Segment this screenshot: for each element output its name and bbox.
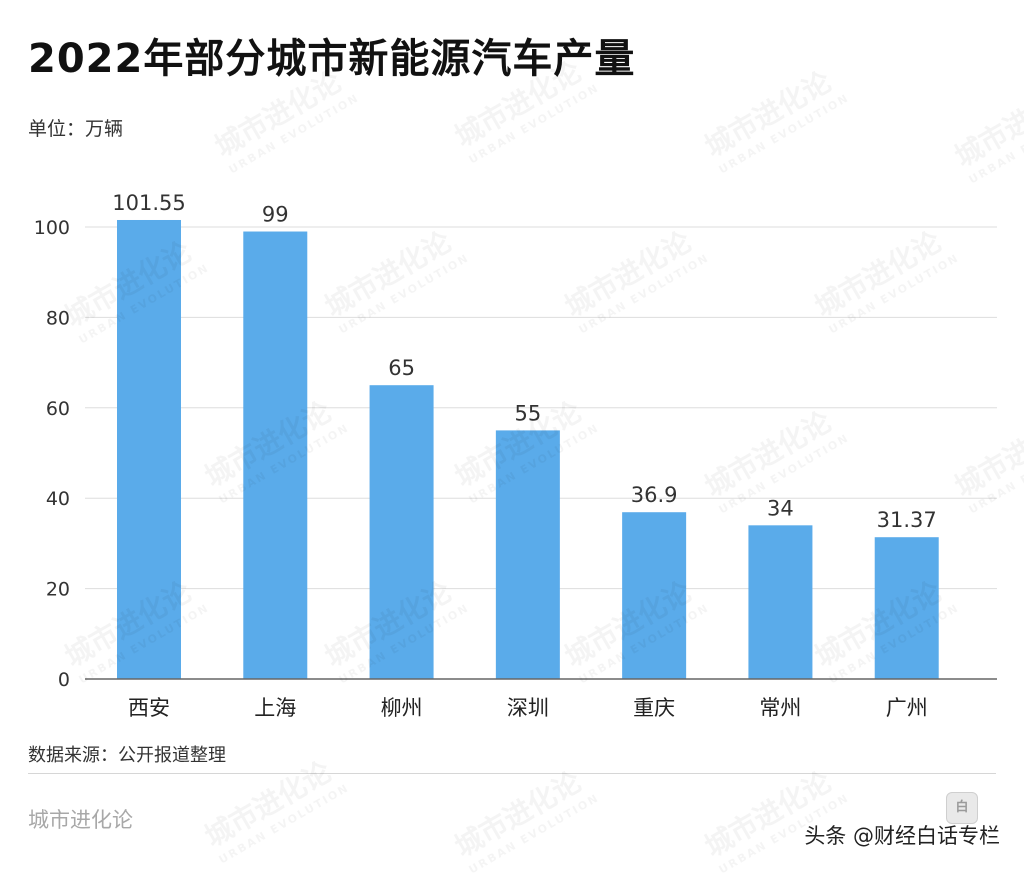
bar-value-label: 34 [767, 496, 794, 520]
bar-chart: 0 20 40 60 80 100 101.55 西安 99 上海 65 柳州 55 深圳 36.9 重庆 34… [34, 191, 997, 720]
bar [874, 537, 939, 679]
y-tick-label: 80 [46, 307, 70, 329]
y-tick-label: 40 [46, 488, 70, 510]
bar-value-label: 99 [262, 203, 289, 227]
x-tick-label: 深圳 [507, 696, 549, 720]
bar-value-label: 65 [388, 356, 415, 380]
bar [117, 219, 181, 679]
watermark: 城市进化论URBAN EVOLUTION [447, 756, 601, 877]
bar-value-label: 101.55 [112, 191, 185, 215]
watermark: 城市进化论URBAN EVOLUTION [697, 756, 851, 877]
y-tick-label: 60 [46, 398, 70, 420]
x-tick-label: 柳州 [381, 696, 423, 720]
x-tick-label: 西安 [128, 696, 170, 720]
bar [243, 231, 308, 679]
source-label: 数据来源：公开报道整理 [28, 745, 226, 766]
publisher-logo-icon: 白 [946, 792, 978, 824]
x-tick-label: 常州 [759, 696, 801, 720]
bar [369, 385, 434, 679]
brand-label: 城市进化论 [28, 808, 133, 832]
bar [622, 512, 687, 679]
bar-value-label: 55 [514, 401, 541, 425]
bar-value-label: 36.9 [631, 483, 678, 507]
footer-divider [28, 773, 996, 774]
publisher-credit: 头条 @财经白话专栏 [804, 824, 1000, 848]
bar [748, 525, 813, 679]
chart-title: 2022年部分城市新能源汽车产量 [28, 36, 636, 82]
x-tick-label: 重庆 [633, 696, 675, 720]
y-tick-label: 20 [46, 579, 70, 601]
bar [495, 430, 560, 679]
unit-label: 单位：万辆 [28, 118, 124, 140]
y-tick-label: 100 [34, 217, 70, 239]
x-tick-label: 上海 [254, 696, 296, 720]
y-tick-label: 0 [58, 669, 70, 691]
x-tick-label: 广州 [886, 696, 928, 720]
bar-value-label: 31.37 [877, 508, 937, 532]
